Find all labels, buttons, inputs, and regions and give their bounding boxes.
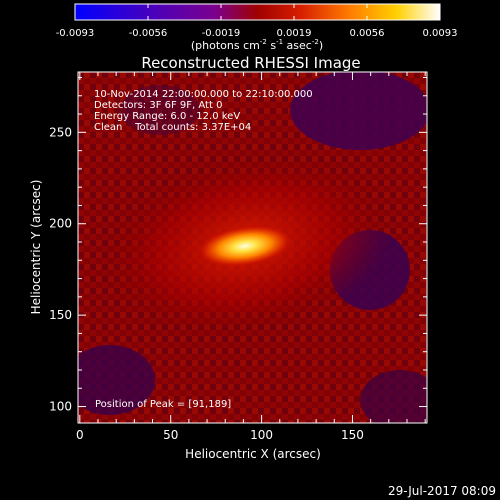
colorbar-tick-label: -0.0019 bbox=[202, 28, 241, 39]
colorbar-ticks: -0.0093 -0.0056 -0.0019 0.0019 0.0056 0.0093 bbox=[56, 4, 458, 39]
timestamp: 29-Jul-2017 08:09 bbox=[388, 484, 496, 498]
x-tick-label: 100 bbox=[250, 428, 273, 442]
peak-source bbox=[197, 225, 293, 267]
rhessi-image bbox=[78, 72, 427, 423]
y-tick-label: 200 bbox=[49, 217, 72, 231]
x-tick-label: 50 bbox=[163, 428, 178, 442]
colorbar-tick-label: 0.0019 bbox=[277, 28, 312, 39]
info-line-4: Clean Total counts: 3.37E+04 bbox=[94, 122, 251, 133]
x-tick-label: 150 bbox=[341, 428, 364, 442]
info-line-2: Detectors: 3F 6F 9F, Att 0 bbox=[94, 100, 222, 111]
y-tick-label: 250 bbox=[49, 125, 72, 139]
colorbar-units: (photons cm-2 s-1 asec-2) bbox=[191, 38, 323, 52]
y-tick-label: 100 bbox=[49, 400, 72, 414]
info-line-3: Energy Range: 6.0 - 12.0 keV bbox=[94, 111, 240, 122]
colorbar-tick-label: 0.0093 bbox=[423, 28, 458, 39]
info-line-1: 10-Nov-2014 22:00:00.000 to 22:10:00.000 bbox=[94, 89, 313, 100]
y-axis-label: Heliocentric Y (arcsec) bbox=[29, 180, 43, 315]
colorbar-tick-label: 0.0056 bbox=[350, 28, 385, 39]
plot-frame bbox=[77, 71, 428, 424]
y-tick-label: 150 bbox=[49, 308, 72, 322]
x-axis-label: Heliocentric X (arcsec) bbox=[185, 447, 321, 461]
x-tick-label: 0 bbox=[76, 428, 84, 442]
colorbar-tick-label: -0.0056 bbox=[129, 28, 168, 39]
plot-title: Reconstructed RHESSI Image bbox=[141, 54, 360, 72]
axis-ticks: 0 50 100 150 100 150 200 250 bbox=[49, 72, 427, 442]
colorbar bbox=[74, 3, 441, 21]
colorbar-tick-label: -0.0093 bbox=[56, 28, 95, 39]
peak-position-label: Position of Peak = [91,189] bbox=[95, 399, 231, 410]
